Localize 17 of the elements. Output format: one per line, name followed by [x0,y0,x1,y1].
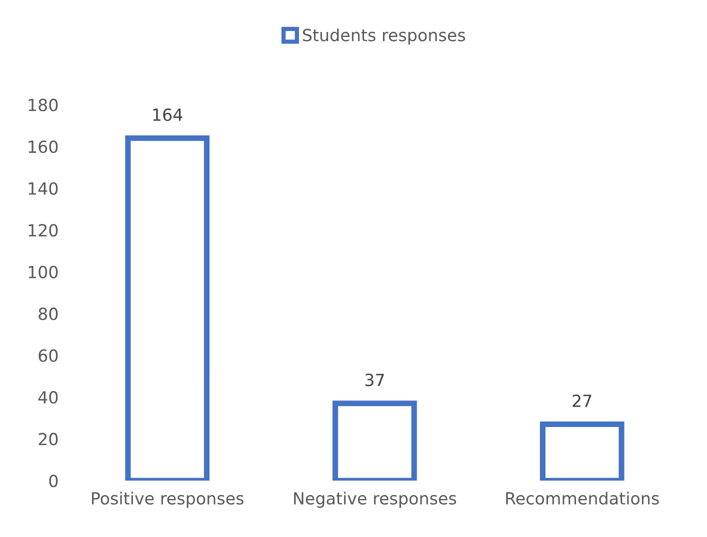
data-label: 37 [365,374,384,386]
y-tick-label: 140 [28,182,58,195]
y-tick-label: 120 [28,224,58,237]
y-tick-label: 40 [38,391,58,404]
data-label: 27 [572,394,592,407]
x-tick-label: Positive responses [92,492,244,508]
legend-label: Students responses [302,28,466,45]
y-tick-label: 60 [38,349,58,362]
y-tick-label: 180 [28,98,58,112]
y-tick-label: 0 [49,474,58,488]
y-tick-label: 100 [28,266,58,278]
data-label: 164 [153,108,182,122]
y-tick-label: 20 [38,432,58,446]
y-tick-label: 80 [38,308,58,320]
y-tick-label: 160 [28,140,58,154]
x-tick-label: Negative responses [294,492,456,508]
x-tick-label: Recommendations [506,492,659,505]
